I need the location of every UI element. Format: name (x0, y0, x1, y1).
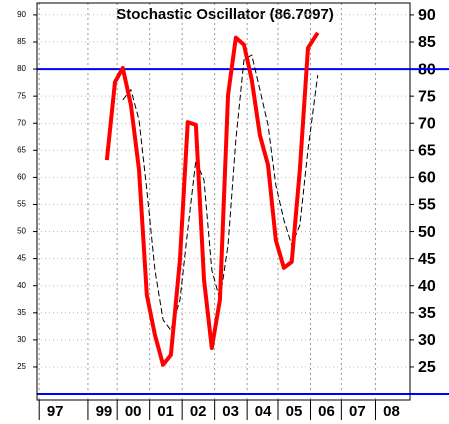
y2-tick-label: 40 (418, 278, 436, 295)
x-tick-label: 01 (157, 403, 174, 420)
series-line (122, 54, 319, 331)
y2-tick-label: 85 (418, 34, 436, 51)
y-tick-label: 85 (17, 37, 26, 46)
plot-border (36, 2, 411, 401)
y-tick-label: 35 (17, 308, 26, 317)
y-tick-label: 25 (17, 362, 26, 371)
series-line (104, 31, 320, 367)
y-tick-label: 80 (17, 64, 26, 73)
x-tick-label: 99 (96, 403, 113, 420)
y2-tick-label: 75 (418, 88, 436, 105)
x-tick-label: 97 (47, 403, 64, 420)
y-tick-label: 65 (17, 145, 26, 154)
y-tick-label: 60 (17, 173, 26, 182)
y2-tick-label: 90 (418, 7, 436, 24)
y-tick-label: 50 (17, 227, 26, 236)
y2-tick-label: 45 (418, 251, 436, 268)
y-tick-label: 90 (17, 10, 26, 19)
y2-tick-label: 65 (418, 143, 436, 160)
x-tick-label: 02 (190, 403, 207, 420)
x-tick-label: 04 (255, 403, 272, 420)
y2-tick-label: 30 (418, 332, 436, 349)
x-tick-label: 00 (125, 403, 142, 420)
y2-tick-label: 50 (418, 224, 436, 241)
y2-tick-label: 60 (418, 170, 436, 187)
y-tick-label: 75 (17, 91, 26, 100)
x-tick-label: 07 (349, 403, 366, 420)
y-tick-label: 30 (17, 335, 26, 344)
y2-tick-label: 35 (418, 305, 436, 322)
y2-tick-label: 70 (418, 115, 436, 132)
y-tick-label: 45 (17, 254, 26, 263)
x-tick-label: 06 (318, 403, 335, 420)
x-tick-label: 03 (222, 403, 239, 420)
x-tick-label: 05 (286, 403, 303, 420)
y-tick-label: 40 (17, 281, 26, 290)
y-tick-label: 70 (17, 118, 26, 127)
y2-tick-label: 25 (418, 359, 436, 376)
y-tick-label: 55 (17, 200, 26, 209)
x-tick-label: 08 (383, 403, 400, 420)
y2-tick-label: 55 (418, 197, 436, 214)
